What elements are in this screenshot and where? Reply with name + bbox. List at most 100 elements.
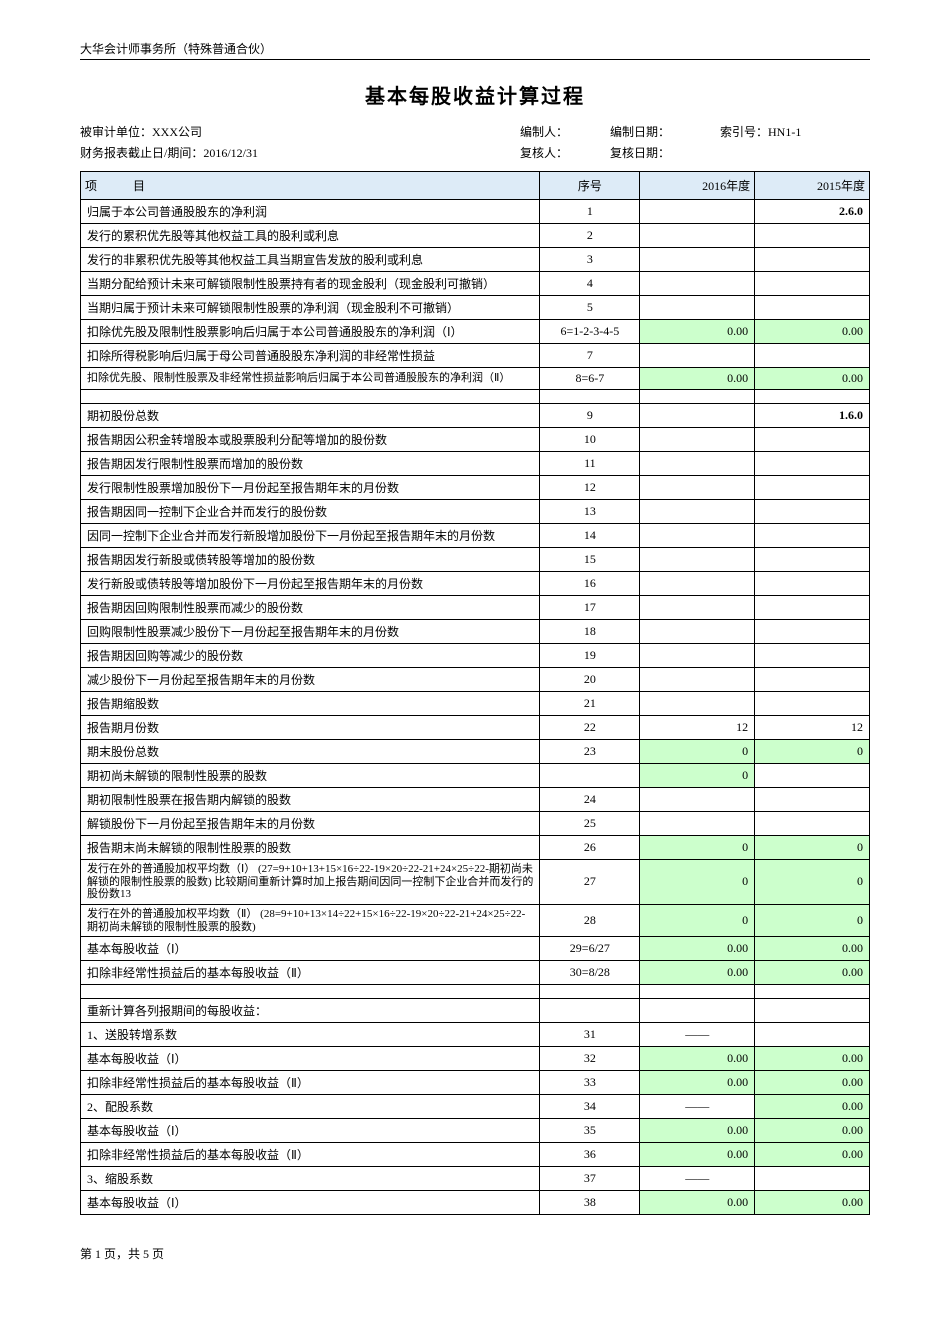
table-row	[81, 985, 870, 999]
y2016-cell: 0.00	[640, 1143, 755, 1167]
seq-cell: 4	[540, 272, 640, 296]
y2015-cell	[755, 224, 870, 248]
y2015-cell: 0	[755, 836, 870, 860]
y2016-cell	[640, 812, 755, 836]
seq-cell: 33	[540, 1071, 640, 1095]
period-label: 财务报表截止日/期间：	[80, 146, 203, 160]
item-cell: 报告期因同一控制下企业合并而发行的股份数	[81, 500, 540, 524]
firm-name: 大华会计师事务所（特殊普通合伙）	[80, 40, 870, 60]
y2015-cell	[755, 344, 870, 368]
seq-cell: 12	[540, 476, 640, 500]
y2016-cell	[640, 572, 755, 596]
table-row: 重新计算各列报期间的每股收益：	[81, 999, 870, 1023]
seq-cell: 36	[540, 1143, 640, 1167]
table-row: 期末股份总数2300	[81, 740, 870, 764]
y2015-cell	[755, 668, 870, 692]
item-cell: 发行的非累积优先股等其他权益工具当期宣告发放的股利或利息	[81, 248, 540, 272]
y2015-cell: 0.00	[755, 1191, 870, 1215]
y2016-cell: 0	[640, 764, 755, 788]
seq-cell: 29=6/27	[540, 937, 640, 961]
reviewer-label: 复核人：	[520, 146, 568, 160]
y2015-cell	[755, 572, 870, 596]
y2016-cell: 12	[640, 716, 755, 740]
y2015-cell: 0.00	[755, 368, 870, 390]
page-container: 大华会计师事务所（特殊普通合伙） 基本每股收益计算过程 被审计单位：XXX公司 …	[80, 40, 870, 1262]
seq-cell: 2	[540, 224, 640, 248]
item-cell: 3、缩股系数	[81, 1167, 540, 1191]
item-cell: 基本每股收益（Ⅰ）	[81, 1191, 540, 1215]
y2016-cell	[640, 344, 755, 368]
y2015-cell: 0.00	[755, 1071, 870, 1095]
table-row: 期初股份总数91.6.0	[81, 404, 870, 428]
y2016-cell	[640, 999, 755, 1023]
item-cell: 期初限制性股票在报告期内解锁的股数	[81, 788, 540, 812]
y2015-cell: 0.00	[755, 961, 870, 985]
seq-cell: 16	[540, 572, 640, 596]
y2015-cell	[755, 1167, 870, 1191]
audited-value: XXX公司	[152, 125, 202, 139]
meta-row-2: 财务报表截止日/期间：2016/12/31 复核人： 复核日期：	[80, 144, 870, 161]
item-cell: 当期分配给预计未来可解锁限制性股票持有者的现金股利（现金股利可撤销）	[81, 272, 540, 296]
y2016-cell: 0	[640, 860, 755, 905]
seq-cell: 30=8/28	[540, 961, 640, 985]
table-row: 报告期因回购限制性股票而减少的股份数17	[81, 596, 870, 620]
table-row: 当期分配给预计未来可解锁限制性股票持有者的现金股利（现金股利可撤销）4	[81, 272, 870, 296]
table-row: 报告期月份数221212	[81, 716, 870, 740]
y2015-cell: 0.00	[755, 1047, 870, 1071]
y2015-cell: 0.00	[755, 1119, 870, 1143]
item-cell: 期初尚未解锁的限制性股票的股数	[81, 764, 540, 788]
item-cell: 扣除非经常性损益后的基本每股收益（Ⅱ）	[81, 961, 540, 985]
review-date-label: 复核日期：	[610, 146, 670, 160]
editor-label: 编制人：	[520, 125, 568, 139]
y2016-cell	[640, 644, 755, 668]
item-cell: 报告期因发行新股或债转股等增加的股份数	[81, 548, 540, 572]
seq-cell: 11	[540, 452, 640, 476]
seq-cell: 19	[540, 644, 640, 668]
y2016-cell: 0.00	[640, 1191, 755, 1215]
item-cell: 当期归属于预计未来可解锁限制性股票的净利润（现金股利不可撤销）	[81, 296, 540, 320]
item-cell: 发行的累积优先股等其他权益工具的股利或利息	[81, 224, 540, 248]
eps-table: 项 目 序号 2016年度 2015年度 归属于本公司普通股股东的净利润12.6…	[80, 171, 870, 1215]
y2015-cell: 0	[755, 904, 870, 936]
y2016-cell	[640, 428, 755, 452]
table-row: 发行在外的普通股加权平均数（Ⅱ） (28=9+10+13×14÷22+15×16…	[81, 904, 870, 936]
item-cell: 基本每股收益（Ⅰ）	[81, 1047, 540, 1071]
seq-cell: 7	[540, 344, 640, 368]
table-row: 期初限制性股票在报告期内解锁的股数24	[81, 788, 870, 812]
table-row: 减少股份下一月份起至报告期年末的月份数20	[81, 668, 870, 692]
item-cell: 1、送股转增系数	[81, 1023, 540, 1047]
item-cell: 扣除优先股及限制性股票影响后归属于本公司普通股股东的净利润（Ⅰ）	[81, 320, 540, 344]
seq-cell: 28	[540, 904, 640, 936]
item-cell: 扣除所得税影响后归属于母公司普通股股东净利润的非经常性损益	[81, 344, 540, 368]
y2016-cell: 0.00	[640, 320, 755, 344]
header-seq: 序号	[540, 172, 640, 200]
header-y2015: 2015年度	[755, 172, 870, 200]
y2016-cell: ——	[640, 1167, 755, 1191]
item-cell: 基本每股收益（Ⅰ）	[81, 1119, 540, 1143]
table-row: 3、缩股系数37——	[81, 1167, 870, 1191]
table-row: 报告期缩股数21	[81, 692, 870, 716]
table-row: 基本每股收益（Ⅰ）320.000.00	[81, 1047, 870, 1071]
table-row: 报告期因同一控制下企业合并而发行的股份数13	[81, 500, 870, 524]
seq-cell: 23	[540, 740, 640, 764]
y2016-cell	[640, 452, 755, 476]
edit-date-label: 编制日期：	[610, 125, 670, 139]
seq-cell: 22	[540, 716, 640, 740]
seq-cell: 21	[540, 692, 640, 716]
y2015-cell: 0.00	[755, 1095, 870, 1119]
table-row: 报告期末尚未解锁的限制性股票的股数2600	[81, 836, 870, 860]
seq-cell: 26	[540, 836, 640, 860]
table-row: 发行在外的普通股加权平均数（Ⅰ） (27=9+10+13+15×16÷22-19…	[81, 860, 870, 905]
gap-cell	[540, 390, 640, 404]
table-row: 扣除非经常性损益后的基本每股收益（Ⅱ）330.000.00	[81, 1071, 870, 1095]
seq-cell	[540, 999, 640, 1023]
y2015-cell: 0.00	[755, 1143, 870, 1167]
y2016-cell	[640, 476, 755, 500]
seq-cell: 35	[540, 1119, 640, 1143]
y2016-cell	[640, 224, 755, 248]
y2016-cell: 0.00	[640, 937, 755, 961]
table-row: 基本每股收益（Ⅰ）29=6/270.000.00	[81, 937, 870, 961]
table-row: 报告期因公积金转增股本或股票股利分配等增加的股份数10	[81, 428, 870, 452]
gap-cell	[640, 390, 755, 404]
seq-cell: 24	[540, 788, 640, 812]
